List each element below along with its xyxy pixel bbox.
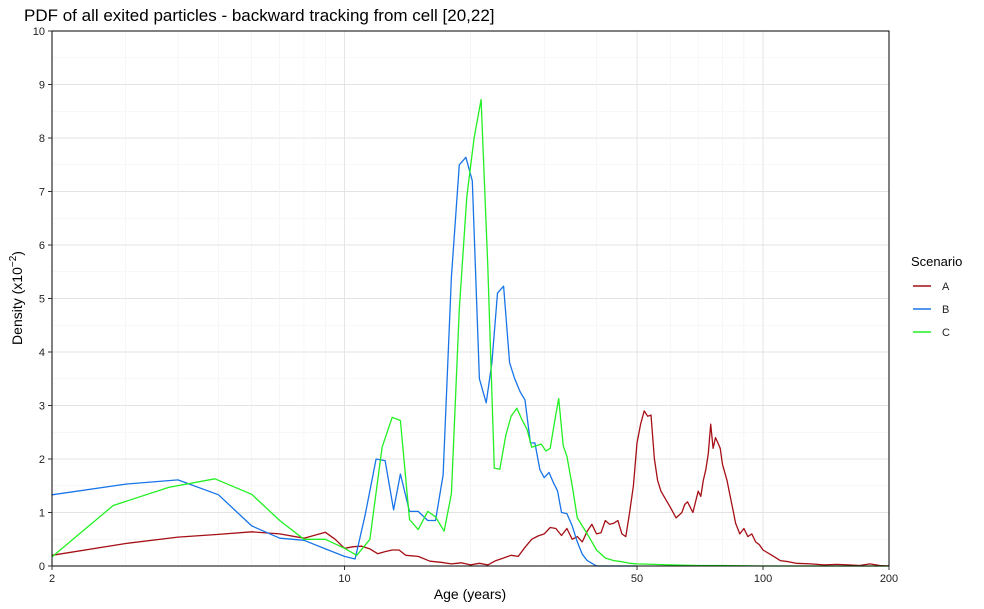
x-axis: 2 10 50 100 200 — [49, 566, 898, 585]
y-tick-label: 6 — [39, 240, 45, 252]
y-axis-title-exponent: −2 — [8, 255, 19, 267]
grid — [51, 30, 890, 567]
series-line-c — [51, 98, 889, 567]
x-tick-label: 50 — [631, 573, 643, 585]
y-tick-label: 5 — [39, 294, 45, 306]
x-tick-label: 200 — [880, 573, 898, 585]
x-tick-label: 10 — [338, 573, 350, 585]
y-tick-label: 9 — [39, 80, 45, 92]
x-tick-label: 2 — [49, 573, 55, 585]
legend-label-a: A — [942, 281, 950, 293]
y-tick-label: 7 — [39, 187, 45, 199]
x-axis-title: Age (years) — [434, 586, 506, 602]
y-axis-title: Density (x10−2) — [8, 251, 25, 345]
legend-label-b: B — [942, 304, 949, 316]
legend-title: Scenario — [911, 254, 962, 269]
y-tick-label: 1 — [39, 508, 45, 520]
y-tick-label: 10 — [33, 26, 45, 38]
y-axis-title-close: ) — [9, 251, 25, 256]
x-tick-label: 100 — [754, 573, 772, 585]
y-tick-label: 2 — [39, 454, 45, 466]
legend-label-c: C — [942, 327, 950, 339]
y-axis-title-main: Density (x10 — [9, 267, 25, 345]
legend: Scenario ABC — [911, 254, 962, 339]
y-tick-label: 3 — [39, 401, 45, 413]
chart-title: PDF of all exited particles - backward t… — [24, 6, 495, 25]
y-tick-label: 0 — [39, 561, 45, 573]
y-axis: 0 1 2 3 4 5 6 7 8 9 10 — [33, 26, 52, 573]
series-line-a — [51, 410, 890, 567]
y-tick-label: 4 — [39, 347, 45, 359]
y-tick-label: 8 — [39, 133, 45, 145]
